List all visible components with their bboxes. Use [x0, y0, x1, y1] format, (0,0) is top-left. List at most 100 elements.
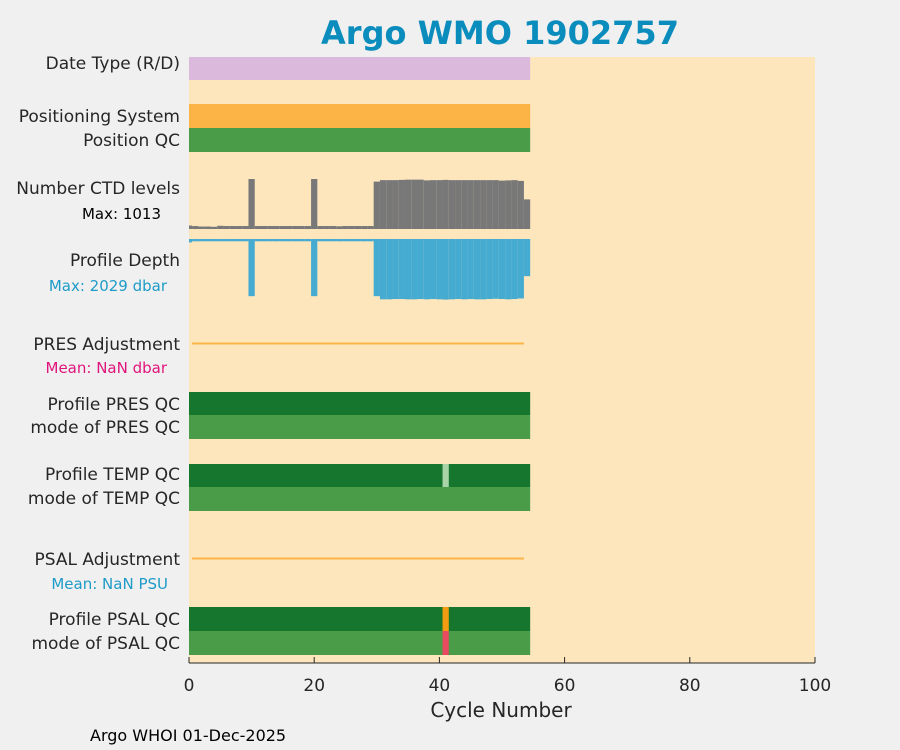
profile-depth-bar [254, 239, 261, 242]
ctd-levels-bar [455, 180, 462, 229]
profile-depth-bar [292, 239, 299, 242]
profile-depth-bar [417, 239, 424, 300]
profile-depth-bar [248, 239, 255, 297]
profile-depth-bar [217, 239, 224, 242]
profile-psal-qc-bar [189, 607, 531, 631]
profile-depth-bar [511, 239, 518, 300]
ctd-levels-bar [367, 226, 374, 229]
ctd-levels-bar [411, 179, 418, 229]
profile-depth-bar [336, 239, 343, 242]
profile-depth-bar [392, 239, 399, 300]
row-label-position-qc: Position QC [83, 131, 180, 151]
profile-depth-bar [189, 239, 193, 243]
psal-qc-anomaly-mark [442, 607, 449, 631]
profile-depth-bar [379, 239, 387, 300]
profile-depth-bar [260, 239, 268, 242]
ctd-levels-bar [404, 179, 412, 229]
mode-pres-qc-bar [189, 415, 531, 439]
profile-depth-bar [304, 239, 312, 242]
ctd-levels-bar [361, 226, 368, 229]
ctd-levels-bar [286, 226, 293, 229]
profile-depth-bar [311, 239, 318, 297]
row-label-profile-temp-qc: Profile TEMP QC [45, 465, 180, 485]
x-tick-label: 20 [303, 676, 325, 696]
chart-title: Argo WMO 1902757 [321, 14, 679, 52]
row-label-psal-adjustment: PSAL Adjustment [35, 550, 181, 570]
profile-depth-bar [373, 239, 380, 297]
ctd-levels-bar [342, 226, 349, 229]
ctd-levels-bar [448, 180, 456, 229]
x-tick-label: 100 [799, 676, 831, 696]
ctd-levels-bar [217, 225, 224, 229]
profile-depth-bar [517, 239, 524, 299]
ctd-levels-bar [373, 181, 380, 229]
profile-depth-bar [298, 239, 305, 242]
ctd-levels-bar [323, 226, 330, 229]
ctd-levels-bar [505, 180, 512, 229]
profile-depth-bar [448, 239, 456, 300]
row-label-profile-depth: Profile Depth [70, 251, 180, 271]
profile-depth-bar [348, 239, 355, 242]
psal-mode-anomaly-mark [442, 631, 449, 655]
ctd-levels-bar [298, 226, 305, 229]
ctd-levels-bar [348, 226, 355, 229]
row-label-mode-temp-qc: mode of TEMP QC [28, 489, 180, 509]
ctd-levels-bar [189, 225, 193, 229]
positioning-system-bar [189, 104, 531, 128]
ctd-levels-bar [486, 180, 493, 229]
ctd-levels-bar [417, 179, 424, 229]
footer-credit: Argo WHOI 01-Dec-2025 [90, 726, 286, 745]
x-axis-label: Cycle Number [430, 698, 572, 722]
position-qc-bar [189, 128, 531, 152]
profile-depth-bar [498, 239, 506, 300]
ctd-levels-bar [248, 179, 255, 229]
ctd-levels-bar [498, 180, 506, 229]
ctd-levels-bar [511, 180, 518, 229]
profile-depth-bar [436, 239, 443, 300]
ctd-levels-bar [235, 226, 243, 229]
temp-qc-anomaly-mark [442, 464, 449, 487]
row-label-profile-pres-qc: Profile PRES QC [47, 395, 180, 415]
profile-depth-bar [398, 239, 405, 300]
profile-depth-bar [242, 239, 249, 242]
profile-depth-bar [198, 239, 205, 242]
profile-depth-bar [473, 239, 481, 300]
ctd-levels-bar [198, 226, 205, 229]
ctd-levels-bar [423, 180, 431, 229]
profile-depth-bar [367, 239, 374, 242]
ctd-levels-bar [267, 226, 274, 229]
profile-temp-qc-bar [189, 464, 531, 487]
ctd-levels-bar [430, 180, 437, 229]
ctd-levels-bar [304, 226, 312, 229]
profile-depth-bar [235, 239, 243, 242]
profile-depth-bar [286, 239, 293, 242]
row-label-profile-psal-qc: Profile PSAL QC [49, 610, 180, 630]
depth-max-annotation: Max: 2029 dbar [49, 277, 168, 295]
profile-depth-bar [404, 239, 412, 300]
ctd-levels-bar [204, 226, 211, 229]
profile-depth-bar [342, 239, 349, 242]
ctd-levels-bar [242, 226, 249, 229]
plot-area [189, 57, 815, 663]
ctd-levels-bar [467, 180, 474, 229]
profile-depth-bar [423, 239, 431, 300]
ctd-levels-bar [461, 180, 468, 229]
x-tick-label: 0 [184, 676, 195, 696]
ctd-levels-bar [492, 180, 499, 229]
profile-depth-bar [267, 239, 274, 242]
row-label-positioning-system: Positioning System [19, 107, 180, 127]
ctd-levels-bar [436, 180, 443, 229]
profile-depth-bar [480, 239, 487, 300]
profile-depth-bar [492, 239, 499, 299]
profile-depth-bar [361, 239, 368, 242]
ctd-max-annotation: Max: 1013 [82, 205, 161, 223]
ctd-levels-bar [311, 179, 318, 229]
profile-depth-bar [354, 239, 362, 242]
ctd-levels-bar [523, 199, 531, 229]
profile-depth-bar [467, 239, 474, 300]
profile-depth-bar [430, 239, 437, 300]
profile-depth-bar [329, 239, 337, 242]
psal-mean-annotation: Mean: NaN PSU [51, 575, 168, 593]
ctd-levels-bar [254, 226, 261, 229]
